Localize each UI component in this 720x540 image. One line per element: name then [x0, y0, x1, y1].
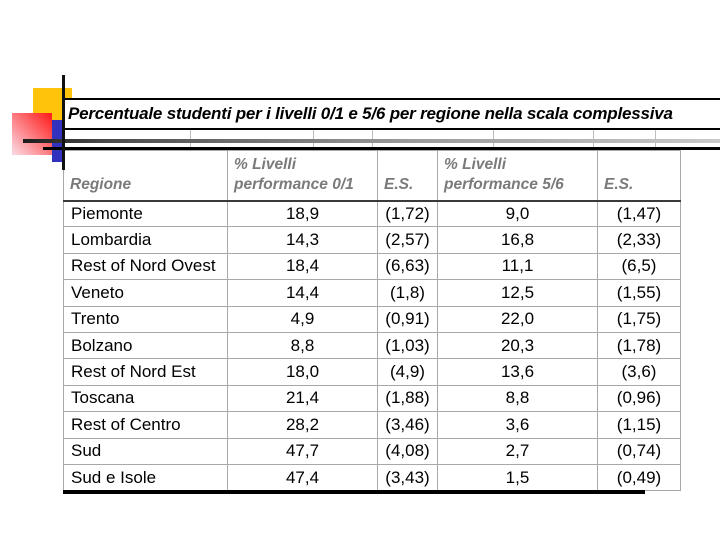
cell-es-56: (3,6): [597, 358, 681, 386]
cell-perf-56: 3,6: [437, 411, 598, 439]
cell-es-01: (3,46): [377, 411, 438, 439]
cell-es-56: (1,75): [597, 305, 681, 333]
cell-perf-01: 28,2: [227, 411, 378, 439]
cell-es-56: (6,5): [597, 252, 681, 281]
cell-perf-01: 21,4: [227, 384, 378, 413]
decoration-vertical-line: [62, 75, 65, 170]
cell-es-56: (1,78): [597, 331, 681, 360]
cell-regione: Veneto: [63, 279, 228, 307]
cell-es-56: (1,47): [597, 199, 681, 228]
cell-regione: Rest of Centro: [63, 411, 228, 439]
table-row: Toscana 21,4 (1,88) 8,8 (0,96): [63, 384, 681, 413]
column-header-perf-56: % Livelli performance 5/6: [437, 150, 598, 202]
cell-perf-01: 4,9: [227, 305, 378, 333]
cell-perf-01: 18,9: [227, 199, 378, 228]
column-header-es-01: E.S.: [377, 150, 438, 202]
table-row: Piemonte 18,9 (1,72) 9,0 (1,47): [63, 199, 681, 228]
cell-perf-56: 9,0: [437, 199, 598, 228]
region-performance-table: Regione % Livelli performance 0/1 E.S. %…: [63, 150, 681, 492]
cell-es-56: (0,49): [597, 463, 681, 492]
table-row: Veneto 14,4 (1,8) 12,5 (1,55): [63, 279, 681, 307]
cell-es-56: (1,55): [597, 279, 681, 307]
cell-perf-01: 18,4: [227, 252, 378, 281]
decoration-black-horizontal-line: [43, 147, 720, 150]
cell-es-01: (2,57): [377, 226, 438, 254]
table-title-bar: Percentuale studenti per i livelli 0/1 e…: [63, 98, 720, 130]
table-row: Lombardia 14,3 (2,57) 16,8 (2,33): [63, 226, 681, 254]
cell-perf-56: 22,0: [437, 305, 598, 333]
cell-regione: Piemonte: [63, 199, 228, 228]
cell-regione: Trento: [63, 305, 228, 333]
table-row: Sud 47,7 (4,08) 2,7 (0,74): [63, 437, 681, 465]
cell-perf-01: 47,4: [227, 463, 378, 492]
table-row: Rest of Nord Ovest 18,4 (6,63) 11,1 (6,5…: [63, 252, 681, 281]
table-row: Sud e Isole 47,4 (3,43) 1,5 (0,49): [63, 463, 681, 492]
cell-es-01: (1,03): [377, 331, 438, 360]
table-row: Rest of Centro 28,2 (3,46) 3,6 (1,15): [63, 411, 681, 439]
cell-perf-56: 20,3: [437, 331, 598, 360]
cell-es-56: (0,74): [597, 437, 681, 465]
cell-perf-56: 12,5: [437, 279, 598, 307]
cell-es-56: (2,33): [597, 226, 681, 254]
cell-perf-01: 8,8: [227, 331, 378, 360]
slide-title: Percentuale studenti per i livelli 0/1 e…: [68, 104, 673, 123]
cell-regione: Toscana: [63, 384, 228, 413]
cell-es-01: (1,88): [377, 384, 438, 413]
cell-regione: Bolzano: [63, 331, 228, 360]
cell-es-01: (3,43): [377, 463, 438, 492]
cell-perf-56: 13,6: [437, 358, 598, 386]
cell-regione: Lombardia: [63, 226, 228, 254]
table-header-row: Regione % Livelli performance 0/1 E.S. %…: [63, 150, 681, 202]
cell-es-56: (0,96): [597, 384, 681, 413]
cell-regione: Rest of Nord Est: [63, 358, 228, 386]
cell-es-01: (4,08): [377, 437, 438, 465]
cell-perf-01: 47,7: [227, 437, 378, 465]
table-bottom-border: [63, 490, 645, 494]
cell-regione: Sud: [63, 437, 228, 465]
cell-es-01: (6,63): [377, 252, 438, 281]
cell-regione: Rest of Nord Ovest: [63, 252, 228, 281]
cell-perf-01: 18,0: [227, 358, 378, 386]
cell-perf-56: 1,5: [437, 463, 598, 492]
cell-perf-56: 16,8: [437, 226, 598, 254]
cell-es-01: (1,72): [377, 199, 438, 228]
cell-es-01: (1,8): [377, 279, 438, 307]
cell-es-01: (4,9): [377, 358, 438, 386]
decoration-gray-horizontal-line: [23, 139, 720, 143]
column-header-es-56: E.S.: [597, 150, 681, 202]
cell-perf-56: 11,1: [437, 252, 598, 281]
table-row: Bolzano 8,8 (1,03) 20,3 (1,78): [63, 331, 681, 360]
column-header-perf-01: % Livelli performance 0/1: [227, 150, 378, 202]
cell-regione: Sud e Isole: [63, 463, 228, 492]
column-header-regione: Regione: [63, 150, 228, 202]
cell-perf-56: 2,7: [437, 437, 598, 465]
cell-es-01: (0,91): [377, 305, 438, 333]
cell-es-56: (1,15): [597, 411, 681, 439]
table-row: Rest of Nord Est 18,0 (4,9) 13,6 (3,6): [63, 358, 681, 386]
cell-perf-56: 8,8: [437, 384, 598, 413]
cell-perf-01: 14,3: [227, 226, 378, 254]
cell-perf-01: 14,4: [227, 279, 378, 307]
table-row: Trento 4,9 (0,91) 22,0 (1,75): [63, 305, 681, 333]
